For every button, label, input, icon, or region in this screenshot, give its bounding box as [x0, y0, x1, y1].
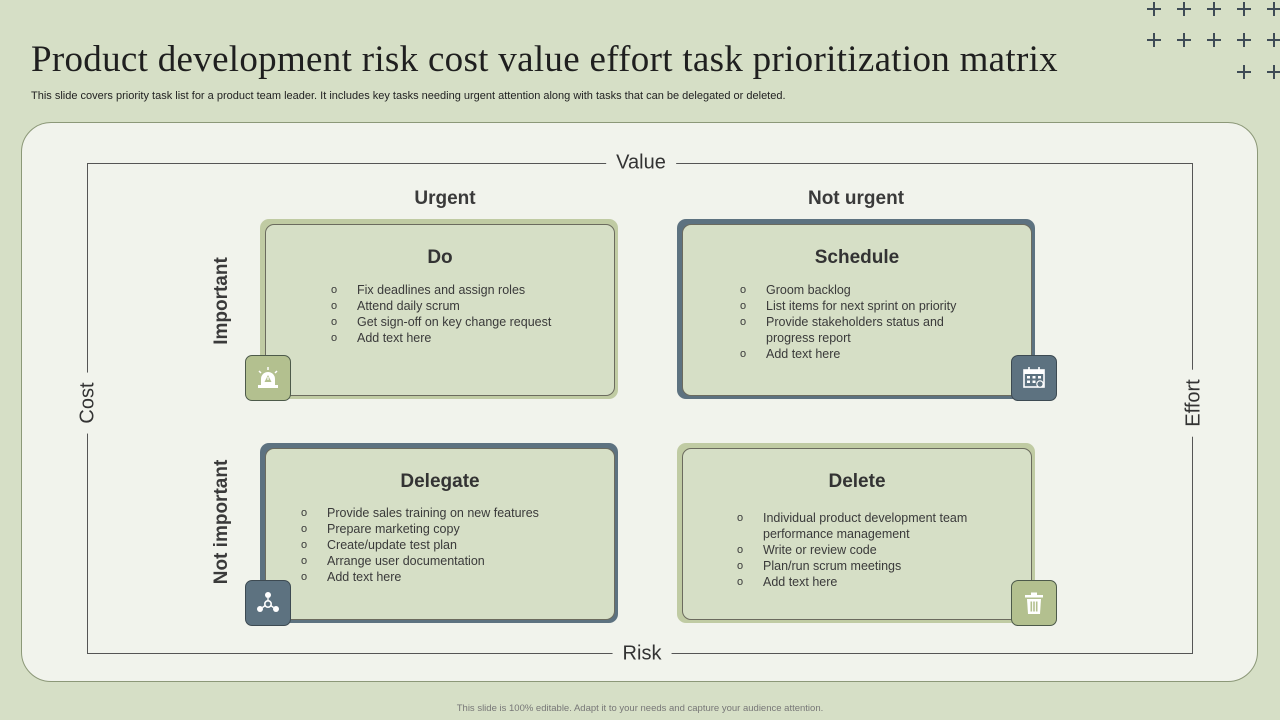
quadrant-delete-body: Delete Individual product development te…	[682, 448, 1032, 620]
list-item: Arrange user documentation	[301, 553, 539, 569]
quadrant-delegate-title: Delegate	[400, 471, 480, 492]
quadrant-delete-list: Individual product development team perf…	[737, 510, 987, 590]
list-item: Get sign-off on key change request	[331, 314, 551, 330]
plus-icon	[1207, 33, 1221, 47]
quadrant-schedule-list: Groom backlog List items for next sprint…	[740, 282, 960, 362]
alarm-warning-icon	[245, 355, 291, 401]
column-header-urgent: Urgent	[414, 188, 476, 209]
quadrant-delete: Delete Individual product development te…	[677, 443, 1035, 623]
list-item: Prepare marketing copy	[301, 521, 539, 537]
row-header-important: Important	[211, 257, 232, 345]
list-item: Write or review code	[737, 542, 987, 558]
axis-label-risk: Risk	[612, 642, 672, 666]
list-item: Provide stakeholders status and progress…	[740, 314, 960, 346]
quadrant-do: Do Fix deadlines and assign roles Attend…	[260, 219, 618, 399]
list-item: Add text here	[740, 346, 960, 362]
quadrant-delegate: Delegate Provide sales training on new f…	[260, 443, 618, 623]
plus-icon	[1267, 33, 1280, 47]
list-item: Attend daily scrum	[331, 298, 551, 314]
list-item: Individual product development team perf…	[737, 510, 987, 542]
quadrant-do-body: Do Fix deadlines and assign roles Attend…	[265, 224, 615, 396]
quadrant-schedule: Schedule Groom backlog List items for ne…	[677, 219, 1035, 399]
column-header-not-urgent: Not urgent	[807, 188, 905, 209]
plus-icon	[1207, 2, 1221, 16]
quadrant-do-title: Do	[427, 247, 453, 268]
row-header-not-important: Not important	[211, 459, 232, 585]
axis-label-value: Value	[606, 151, 676, 175]
plus-icon	[1177, 33, 1191, 47]
list-item: Add text here	[301, 569, 539, 585]
trash-icon	[1011, 580, 1057, 626]
list-item: Plan/run scrum meetings	[737, 558, 987, 574]
list-item: Groom backlog	[740, 282, 960, 298]
list-item: List items for next sprint on priority	[740, 298, 960, 314]
footer-note: This slide is 100% editable. Adapt it to…	[456, 703, 824, 714]
list-item: Create/update test plan	[301, 537, 539, 553]
list-item: Add text here	[737, 574, 987, 590]
quadrant-delegate-list: Provide sales training on new features P…	[301, 505, 539, 585]
plus-icon	[1177, 2, 1191, 16]
axis-label-effort: Effort	[1182, 369, 1206, 437]
plus-icon	[1237, 33, 1251, 47]
quadrant-delete-title: Delete	[828, 471, 886, 492]
axis-label-cost: Cost	[76, 372, 100, 434]
plus-icon	[1267, 2, 1280, 16]
plus-icon	[1237, 2, 1251, 16]
plus-icon	[1147, 2, 1161, 16]
list-item: Add text here	[331, 330, 551, 346]
page-title: Product development risk cost value effo…	[31, 39, 1058, 80]
list-item: Provide sales training on new features	[301, 505, 539, 521]
quadrant-schedule-body: Schedule Groom backlog List items for ne…	[682, 224, 1032, 396]
plus-icon	[1147, 33, 1161, 47]
calendar-icon	[1011, 355, 1057, 401]
team-network-icon	[245, 580, 291, 626]
quadrant-delegate-body: Delegate Provide sales training on new f…	[265, 448, 615, 620]
plus-pattern-decoration	[1140, 0, 1280, 90]
list-item: Fix deadlines and assign roles	[331, 282, 551, 298]
plus-icon	[1237, 65, 1251, 79]
page-subtitle: This slide covers priority task list for…	[31, 90, 786, 102]
quadrant-schedule-title: Schedule	[814, 247, 900, 268]
quadrant-do-list: Fix deadlines and assign roles Attend da…	[331, 282, 551, 346]
plus-icon	[1267, 65, 1280, 79]
